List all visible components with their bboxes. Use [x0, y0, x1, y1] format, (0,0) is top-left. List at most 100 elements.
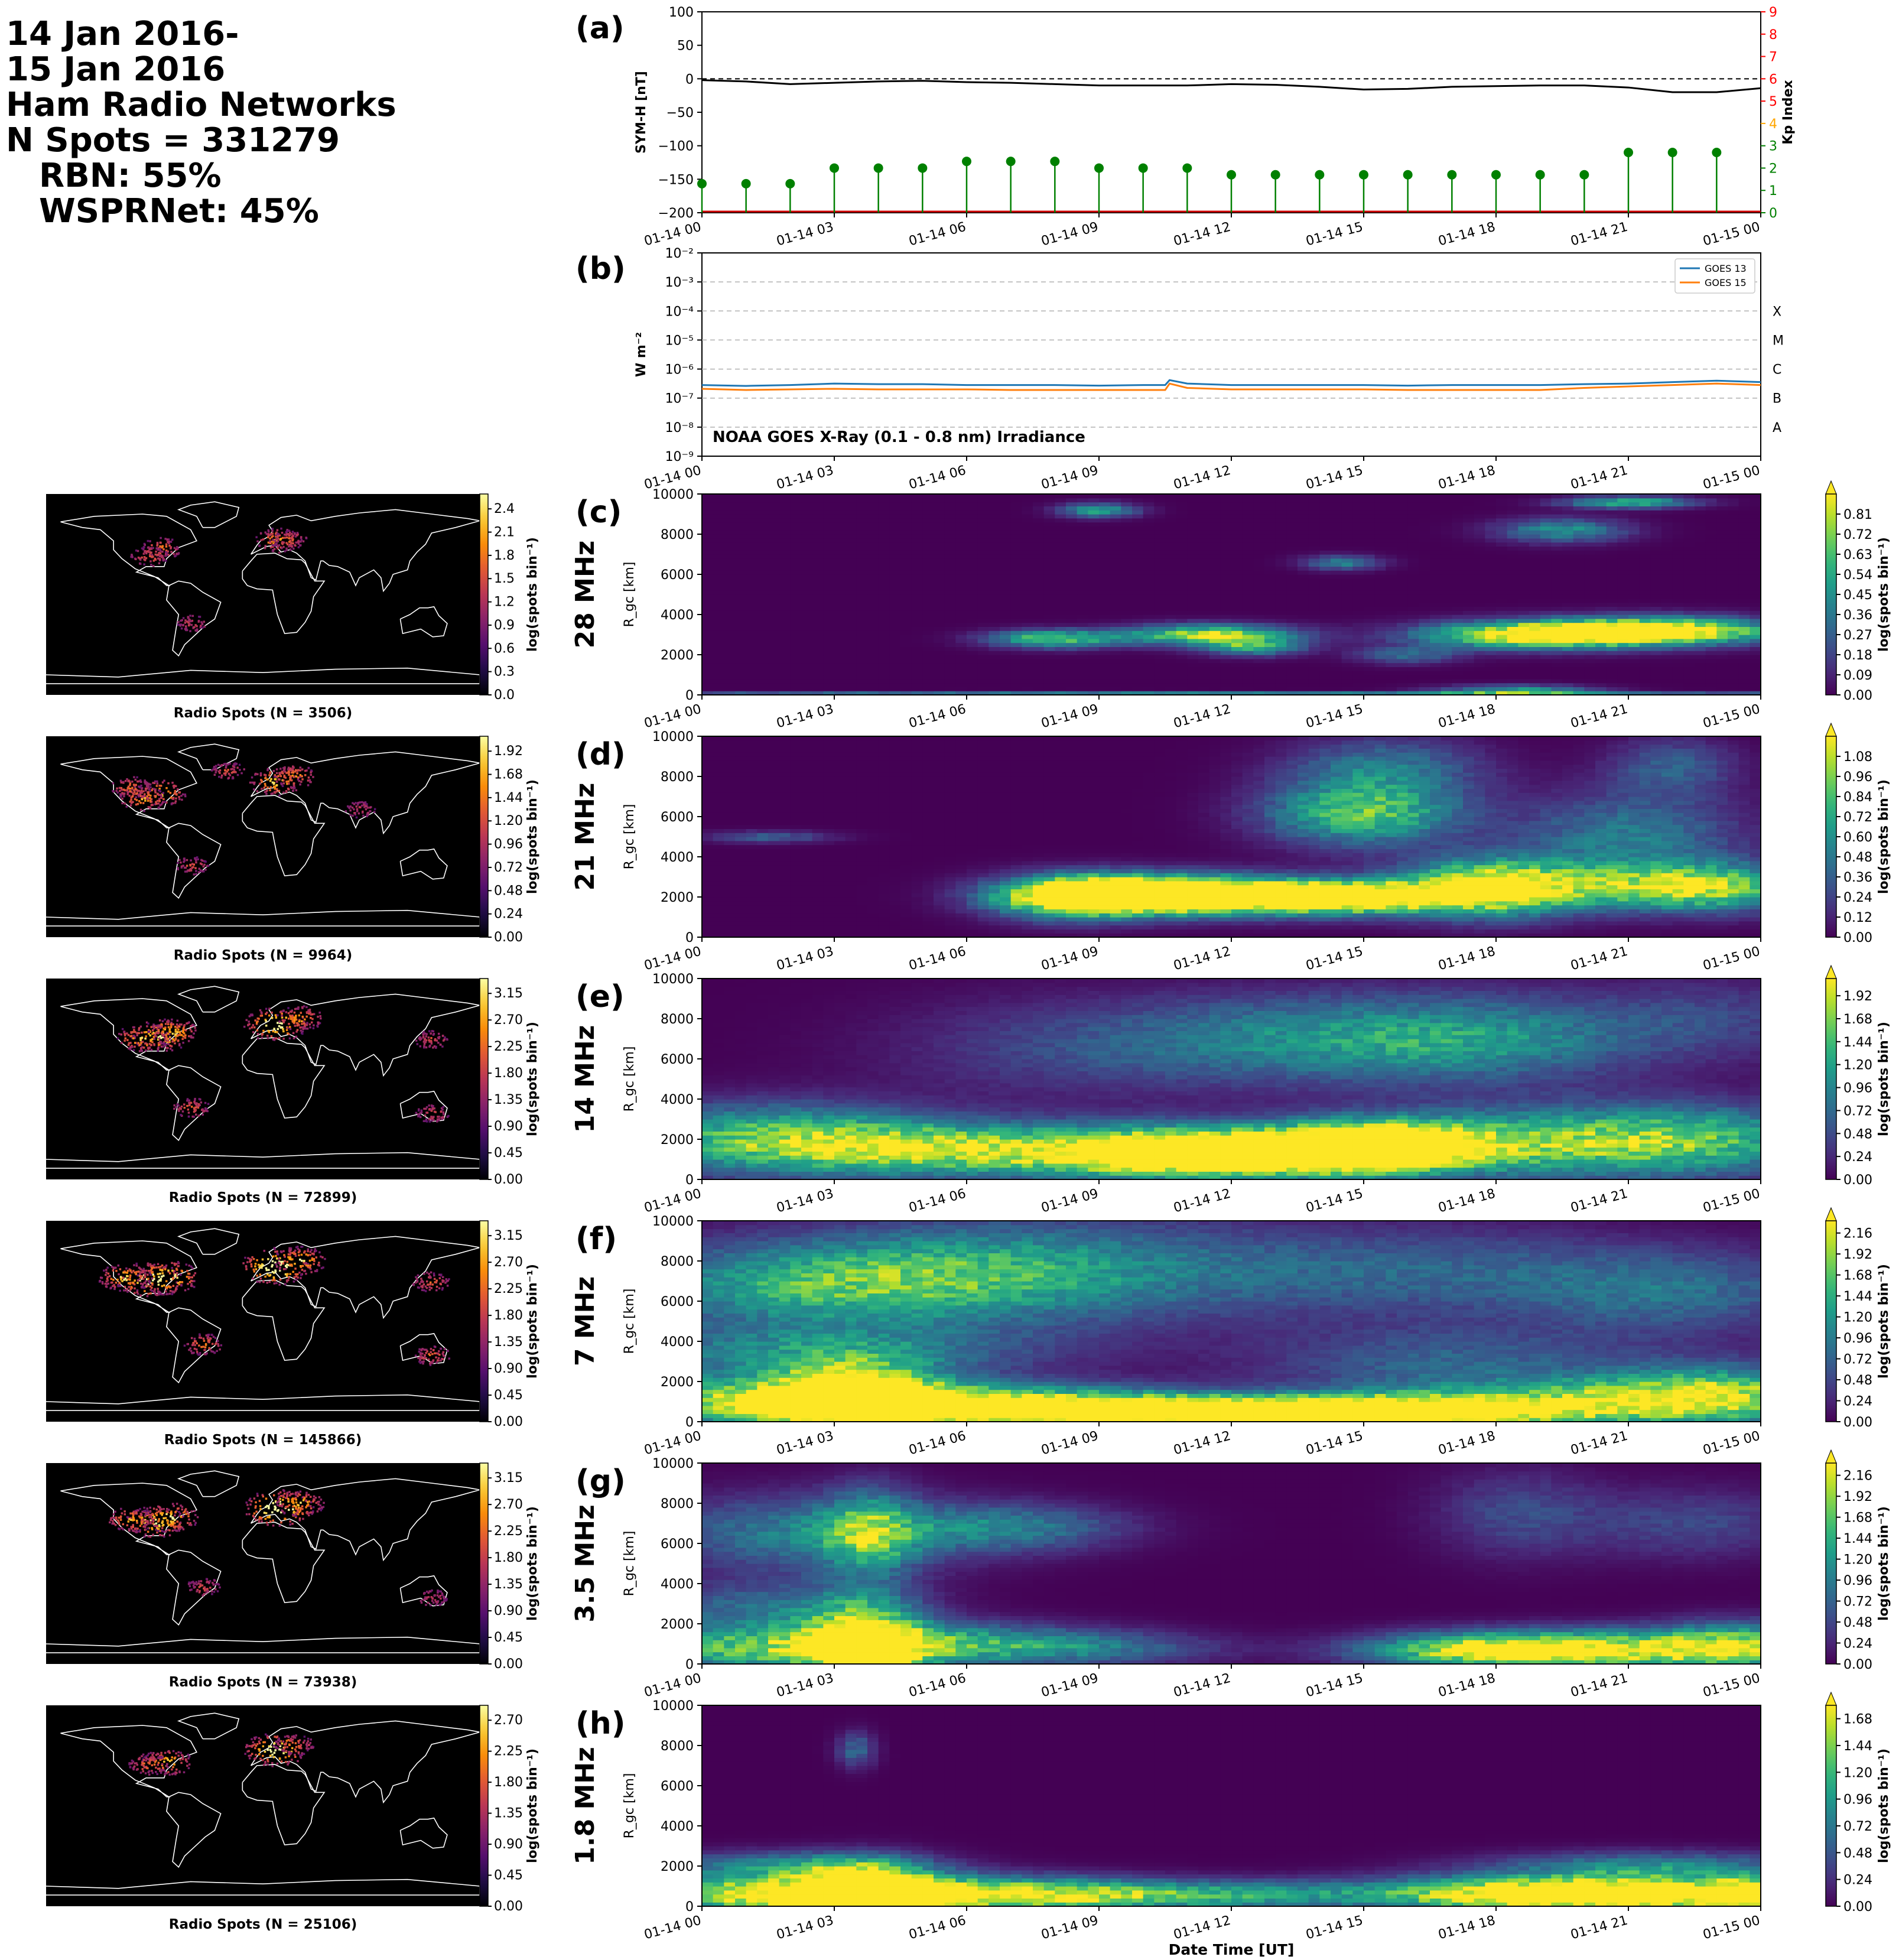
heat-cell: [1695, 574, 1706, 579]
heat-cell: [1683, 558, 1695, 563]
heat-cell: [1628, 578, 1640, 583]
heat-cell: [878, 554, 890, 559]
heat-cell: [1518, 682, 1530, 687]
heat-cell: [967, 526, 978, 531]
heat-cell: [1374, 655, 1386, 659]
heat-cell: [702, 506, 714, 511]
heat-cell: [1695, 691, 1706, 695]
heat-cell: [1496, 502, 1508, 506]
heat-cell: [1573, 522, 1585, 526]
heat-cell: [922, 582, 934, 587]
heat-cell: [988, 578, 1000, 583]
heat-cell: [1220, 598, 1232, 603]
kp-tick-label: 0: [1769, 206, 1777, 221]
heat-cell: [1198, 651, 1210, 655]
heat-cell: [1386, 526, 1397, 531]
heat-cell: [900, 675, 912, 680]
heat-cell: [812, 602, 824, 607]
heat-cell: [713, 498, 724, 503]
heat-cell: [1264, 651, 1276, 655]
heat-cell: [1331, 662, 1342, 667]
heat-cell: [1529, 578, 1541, 583]
heat-cell: [834, 502, 846, 506]
heat-cell: [1374, 687, 1386, 691]
heat-cell: [1264, 667, 1276, 671]
heat-cell: [779, 602, 791, 607]
heat-cell: [1010, 538, 1022, 543]
heat-cell: [977, 671, 989, 675]
heat-cell: [779, 662, 791, 667]
heat-cell: [1231, 658, 1243, 664]
heat-cell: [988, 566, 1000, 571]
heat-cell: [1606, 534, 1618, 539]
heat-cell: [779, 626, 791, 631]
heat-cell: [977, 598, 989, 603]
heat-cell: [1650, 691, 1662, 695]
heat-cell: [1043, 586, 1055, 591]
heat-cell: [1242, 578, 1254, 583]
heat-cell: [757, 546, 769, 551]
heat-cell: [1066, 658, 1078, 664]
heat-cell: [1099, 678, 1111, 684]
heat-cell: [1331, 586, 1342, 591]
heat-cell: [1474, 494, 1485, 499]
heat-cell: [1672, 494, 1684, 499]
heat-cell: [790, 646, 802, 651]
heat-cell: [1264, 522, 1276, 526]
heat-cell: [1397, 582, 1409, 587]
heat-cell: [1397, 635, 1409, 639]
heat-cell: [1286, 671, 1298, 675]
heat-cell: [1066, 687, 1078, 691]
heat-cell: [900, 582, 912, 587]
heat-cell: [1000, 615, 1012, 619]
heat-cell: [1022, 498, 1033, 503]
heat-cell: [1518, 655, 1530, 659]
heat-cell: [1705, 675, 1717, 680]
heat-cell: [1198, 635, 1210, 639]
heat-cell: [1695, 687, 1706, 691]
heat-cell: [1419, 518, 1430, 523]
heat-cell: [1298, 506, 1309, 511]
heat-cell: [1165, 582, 1177, 587]
heat-cell: [1308, 671, 1320, 675]
heat-cell: [1695, 582, 1706, 587]
heat-cell: [1143, 518, 1155, 523]
heat-cell: [1397, 586, 1409, 591]
heat-cell: [1628, 598, 1640, 603]
heat-cell: [1121, 566, 1133, 571]
heat-cell: [1617, 630, 1629, 635]
x-tick-label: 01-14 18: [1437, 463, 1497, 493]
heat-cell: [1606, 655, 1618, 659]
heat-cell: [1308, 542, 1320, 547]
heat-cell: [1595, 671, 1607, 675]
heat-cell: [1661, 542, 1673, 547]
heat-cell: [1154, 554, 1166, 559]
heat-cell: [1319, 554, 1331, 559]
heat-cell: [1298, 655, 1309, 659]
heat-cell: [1617, 635, 1629, 639]
heat-cell: [834, 578, 846, 583]
heat-cell: [1661, 626, 1673, 631]
flare-class-label: B: [1773, 392, 1781, 407]
heat-cell: [1143, 675, 1155, 680]
heat-cell: [1364, 662, 1376, 667]
heat-cell: [1551, 622, 1563, 627]
range-axis-label: R_gc [km]: [622, 562, 637, 628]
heat-cell: [1463, 586, 1475, 591]
heat-cell: [1606, 546, 1618, 551]
heat-cell: [702, 606, 714, 611]
heat-cell: [1055, 646, 1066, 651]
heat-cell: [1187, 578, 1199, 583]
heat-cell: [1055, 546, 1066, 551]
heat-cell: [834, 570, 846, 575]
heat-cell: [911, 558, 923, 563]
heat-cell: [1066, 574, 1078, 579]
heat-cell: [1738, 526, 1750, 531]
heat-cell: [900, 570, 912, 575]
heat-cell: [1407, 566, 1419, 571]
heat-cell: [867, 506, 879, 511]
heat-cell: [1496, 655, 1508, 659]
heat-cell: [1364, 518, 1376, 523]
heat-cell: [1540, 635, 1552, 639]
heat-cell: [1033, 558, 1045, 563]
